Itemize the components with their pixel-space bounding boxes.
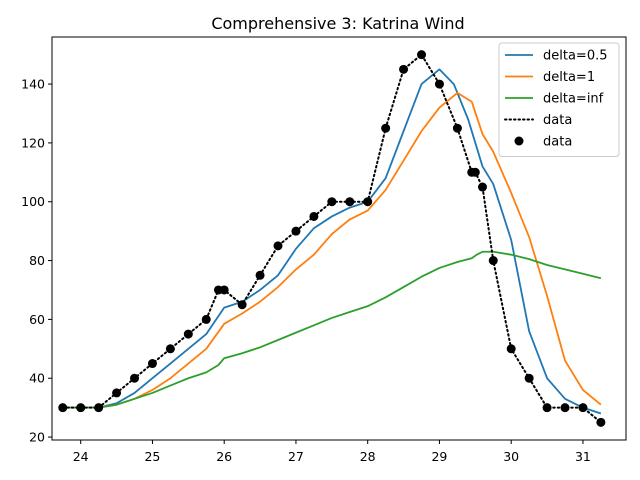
data-point (452, 123, 462, 133)
legend-item: delta=0.5 (505, 49, 608, 64)
legend-label: delta=0.5 (543, 49, 608, 64)
data-point (381, 123, 391, 133)
data-point (524, 373, 534, 383)
data-point (112, 388, 122, 398)
series-line-1 (62, 91, 602, 409)
x-tick-label: 31 (575, 449, 591, 464)
y-axis: 20 40 60 80 100 120 140 (21, 77, 52, 445)
x-axis: 24 25 26 27 28 29 30 31 (73, 440, 591, 464)
data-point (58, 403, 68, 413)
series-line-delta-0-5 (62, 68, 602, 415)
legend-box (498, 42, 620, 157)
y-tick-label: 20 (29, 430, 45, 445)
x-tick-label: 29 (431, 449, 447, 464)
data-point (399, 64, 409, 74)
legend-item: data (504, 113, 572, 128)
legend-item: delta=inf (505, 92, 604, 107)
series-line-delta-1 (62, 91, 602, 409)
data-point (147, 359, 157, 369)
series-line-data (61, 53, 602, 424)
axes-frame (51, 36, 627, 441)
legend-label: delta=1 (543, 70, 595, 85)
data-point (201, 314, 211, 324)
legend-item: delta=1 (505, 70, 595, 85)
data-point (560, 403, 570, 413)
data-point (417, 50, 427, 60)
data-point (506, 344, 516, 354)
data-point (596, 417, 606, 427)
series-line-delta-inf (62, 250, 602, 409)
y-tick-label: 100 (21, 194, 45, 209)
data-point (291, 226, 301, 236)
data-point (183, 329, 193, 339)
data-point (327, 197, 337, 207)
series-dotted-3 (61, 53, 602, 424)
data-point (94, 403, 104, 413)
data-point (470, 167, 480, 177)
data-point (219, 285, 229, 295)
legend-marker (514, 136, 524, 146)
x-tick-label: 24 (73, 449, 89, 464)
data-point (478, 182, 487, 192)
legend-label: delta=inf (543, 92, 604, 107)
x-tick-label: 25 (144, 449, 160, 464)
data-point (130, 373, 140, 383)
y-tick-label: 120 (21, 135, 45, 150)
y-tick-label: 140 (21, 77, 45, 92)
legend-label: data (543, 135, 572, 150)
data-point (309, 211, 319, 221)
y-tick-label: 80 (29, 253, 45, 268)
data-point (76, 403, 86, 413)
legend-item: data (514, 135, 572, 150)
data-point (488, 256, 498, 266)
data-point (434, 79, 444, 89)
chart-title: Comprehensive 3: Katrina Wind (211, 14, 464, 33)
series-line-2 (62, 250, 602, 409)
plot-area (58, 50, 606, 427)
y-tick-label: 60 (29, 312, 45, 327)
legend: delta=0.5 delta=1 delta=inf data data (498, 42, 620, 157)
x-tick-label: 26 (216, 449, 232, 464)
series-markers-4 (58, 50, 606, 427)
x-tick-label: 28 (360, 449, 376, 464)
x-tick-label: 27 (288, 449, 304, 464)
data-point (237, 300, 247, 310)
data-point (363, 197, 373, 207)
legend-label: data (543, 113, 572, 128)
data-point (345, 197, 355, 207)
y-tick-label: 40 (29, 371, 45, 386)
data-point (165, 344, 175, 354)
data-point (542, 403, 552, 413)
data-point (578, 403, 588, 413)
series-line-0 (62, 68, 602, 415)
data-point (255, 270, 265, 280)
data-point (273, 241, 283, 251)
x-tick-label: 30 (503, 449, 519, 464)
